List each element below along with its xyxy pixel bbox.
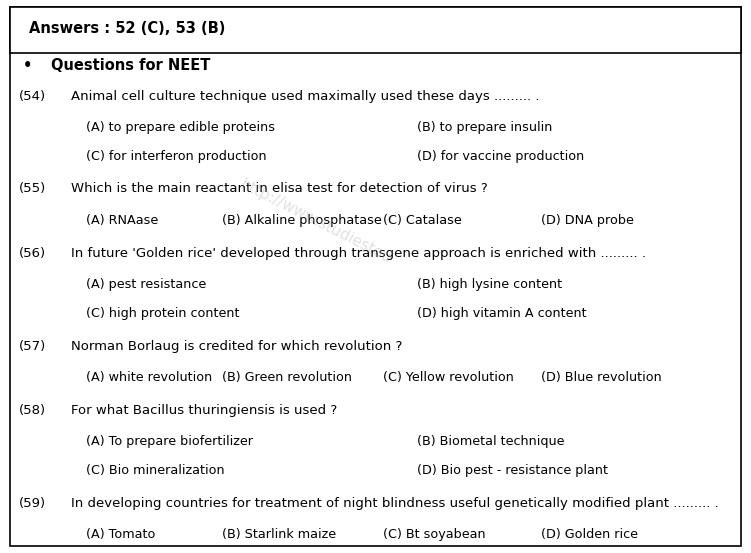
Text: (A) RNAase: (A) RNAase xyxy=(86,214,158,227)
Text: (B) Biometal technique: (B) Biometal technique xyxy=(417,435,564,448)
Text: Norman Borlaug is credited for which revolution ?: Norman Borlaug is credited for which rev… xyxy=(71,340,403,353)
Text: •: • xyxy=(23,58,32,73)
Text: (D) for vaccine production: (D) for vaccine production xyxy=(417,150,584,163)
Text: In developing countries for treatment of night blindness useful genetically modi: In developing countries for treatment of… xyxy=(71,497,719,510)
Text: (C) Yellow revolution: (C) Yellow revolution xyxy=(383,371,514,384)
Text: (B) high lysine content: (B) high lysine content xyxy=(417,278,562,291)
Text: Answers : 52 (C), 53 (B): Answers : 52 (C), 53 (B) xyxy=(29,21,225,36)
Text: (C) Bio mineralization: (C) Bio mineralization xyxy=(86,464,225,477)
Text: (C) high protein content: (C) high protein content xyxy=(86,307,240,320)
Text: (D) Blue revolution: (D) Blue revolution xyxy=(541,371,662,384)
Text: (B) to prepare insulin: (B) to prepare insulin xyxy=(417,121,552,134)
Text: (A) Tomato: (A) Tomato xyxy=(86,528,155,541)
Text: (B) Alkaline phosphatase: (B) Alkaline phosphatase xyxy=(222,214,382,227)
Text: (C) Bt soyabean: (C) Bt soyabean xyxy=(383,528,486,541)
Text: (59): (59) xyxy=(19,497,46,510)
Text: (58): (58) xyxy=(19,404,46,417)
Text: (55): (55) xyxy=(19,182,46,196)
Text: (57): (57) xyxy=(19,340,46,353)
Text: Animal cell culture technique used maximally used these days ......... .: Animal cell culture technique used maxim… xyxy=(71,90,540,103)
Text: (B) Green revolution: (B) Green revolution xyxy=(222,371,351,384)
Text: (D) Golden rice: (D) Golden rice xyxy=(541,528,638,541)
Text: Which is the main reactant in elisa test for detection of virus ?: Which is the main reactant in elisa test… xyxy=(71,182,488,196)
Text: (D) high vitamin A content: (D) high vitamin A content xyxy=(417,307,587,320)
Text: (A) pest resistance: (A) pest resistance xyxy=(86,278,207,291)
Text: (56): (56) xyxy=(19,247,46,260)
Text: (D) DNA probe: (D) DNA probe xyxy=(541,214,634,227)
Text: Questions for NEET: Questions for NEET xyxy=(51,58,210,73)
Text: (A) To prepare biofertilizer: (A) To prepare biofertilizer xyxy=(86,435,253,448)
Text: (D) Bio pest - resistance plant: (D) Bio pest - resistance plant xyxy=(417,464,608,477)
Text: (C) for interferon production: (C) for interferon production xyxy=(86,150,267,163)
Text: (C) Catalase: (C) Catalase xyxy=(383,214,462,227)
Text: (A) white revolution: (A) white revolution xyxy=(86,371,213,384)
Bar xyxy=(10,7,741,53)
Text: (54): (54) xyxy=(19,90,46,103)
Text: For what Bacillus thuringiensis is used ?: For what Bacillus thuringiensis is used … xyxy=(71,404,338,417)
Text: (A) to prepare edible proteins: (A) to prepare edible proteins xyxy=(86,121,276,134)
Text: (B) Starlink maize: (B) Starlink maize xyxy=(222,528,336,541)
Text: In future 'Golden rice' developed through transgene approach is enriched with ..: In future 'Golden rice' developed throug… xyxy=(71,247,647,260)
Text: http://www.studiestod: http://www.studiestod xyxy=(237,176,394,266)
